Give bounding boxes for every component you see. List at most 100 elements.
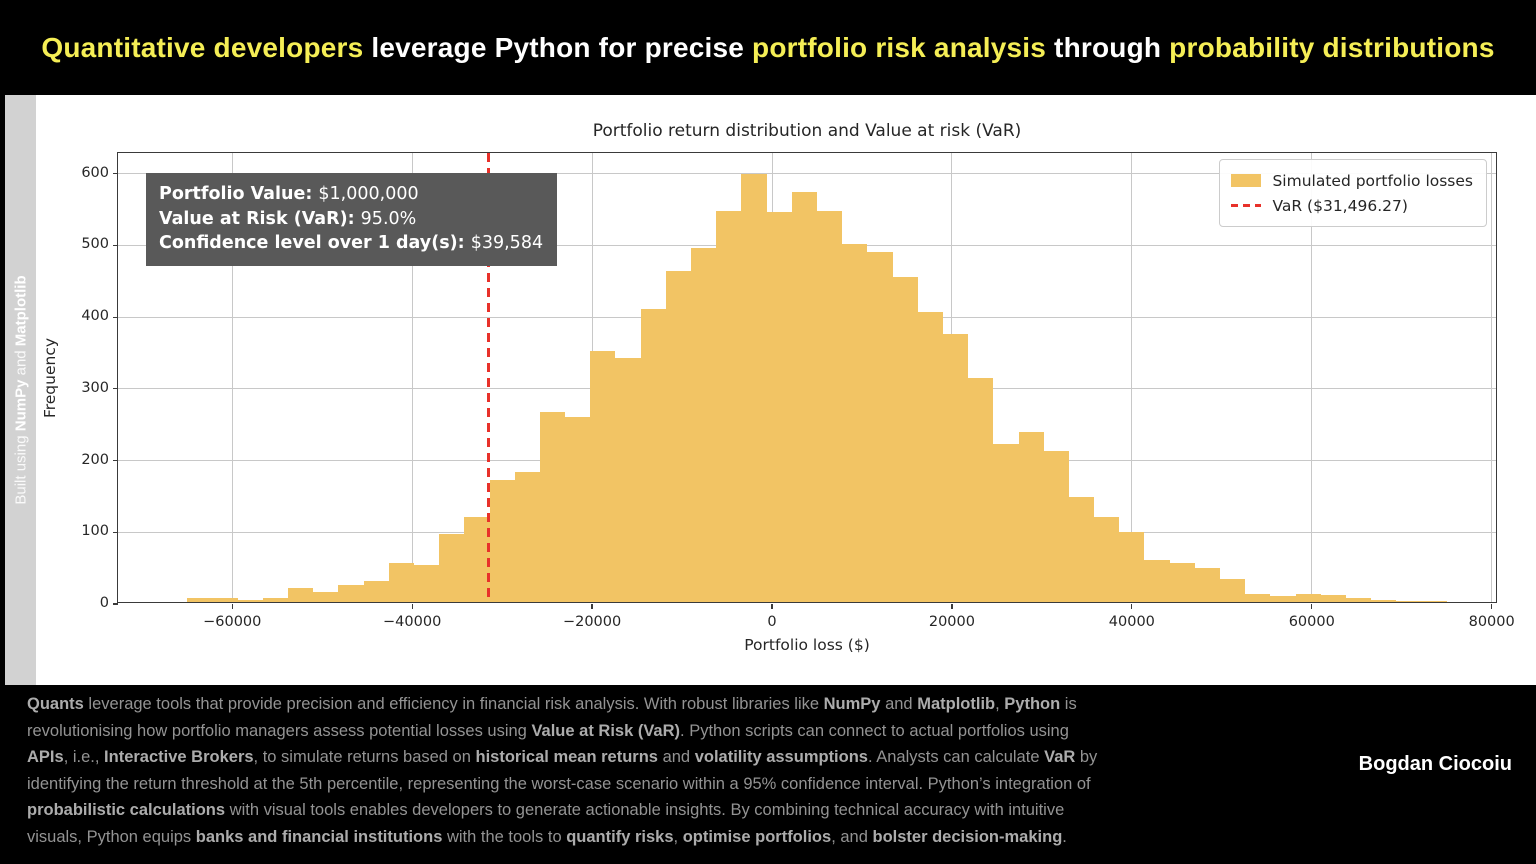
- text-segment: bolster decision-making: [872, 827, 1063, 846]
- histogram-bar: [691, 247, 717, 602]
- text-segment: Matplotlib: [12, 275, 29, 347]
- footer: Quants leverage tools that provide preci…: [0, 685, 1536, 864]
- text-segment: Quantitative developers: [41, 31, 364, 63]
- text-segment: is: [1060, 695, 1077, 713]
- top-banner: Quantitative developers leverage Python …: [0, 0, 1536, 95]
- histogram-bar: [615, 357, 641, 602]
- histogram-bar: [514, 472, 540, 602]
- x-tick-mark: [411, 604, 413, 609]
- x-gridline: [411, 153, 413, 602]
- histogram-bar: [791, 191, 817, 602]
- text-segment: . Python scripts can connect to actual p…: [680, 721, 1069, 740]
- text-segment: Quants: [27, 695, 84, 713]
- histogram-bar: [1144, 560, 1170, 602]
- histogram-bar: [640, 309, 666, 602]
- text-segment: VaR: [1044, 748, 1076, 767]
- histogram-bar: [1018, 432, 1044, 602]
- histogram-bar: [1320, 594, 1346, 602]
- histogram-bar: [1068, 497, 1095, 602]
- annotation-line: Confidence level over 1 day(s): $39,584: [159, 231, 543, 256]
- text-segment: , to simulate returns based on: [253, 748, 476, 767]
- text-segment: with visual tools enables developers to …: [225, 801, 1065, 820]
- histogram-bar: [968, 377, 994, 602]
- footer-line: visuals, Python equips banks and financi…: [27, 824, 1097, 851]
- x-tick-label: 60000: [1288, 614, 1335, 630]
- text-segment: APIs: [27, 748, 64, 767]
- histogram-bar: [464, 517, 490, 602]
- histogram-bar: [565, 417, 591, 602]
- y-tick-mark: [113, 388, 118, 390]
- text-segment: portfolio risk analysis: [752, 31, 1047, 63]
- sidebar-credit-strip: Built using NumPy and Matplotlib: [5, 95, 36, 685]
- histogram-bar: [187, 598, 213, 602]
- histogram-bar: [766, 211, 792, 602]
- text-segment: visuals, Python equips: [27, 827, 196, 846]
- y-gridline: [118, 173, 1496, 175]
- text-segment: Python: [1004, 695, 1061, 713]
- histogram-bar: [1396, 600, 1422, 602]
- annotation-value: $39,584: [470, 233, 544, 253]
- annotation-line: Value at Risk (VaR): 95.0%: [159, 207, 543, 232]
- y-tick-mark: [113, 244, 118, 247]
- histogram-bar: [716, 210, 742, 602]
- text-segment: probabilistic calculations: [27, 801, 226, 820]
- text-segment: NumPy: [12, 379, 29, 432]
- histogram-bar: [1220, 579, 1246, 602]
- x-tick-label: −20000: [562, 614, 622, 630]
- annotation-label: Confidence level over 1 day(s):: [159, 233, 471, 253]
- text-segment: identifying the return threshold at the …: [27, 774, 1091, 793]
- plot-area: −60000 −40000 −20000 0 20000 40000 60000 80000 0…: [81, 152, 1515, 630]
- annotation-line: Portfolio Value: $1,000,000: [159, 182, 543, 207]
- text-segment: ,: [995, 695, 1005, 713]
- histogram-bar: [665, 271, 692, 602]
- x-tick-label: −40000: [383, 614, 442, 630]
- y-tick-mark: [113, 531, 118, 533]
- y-tick-label: 100: [81, 523, 109, 540]
- footer-line: identifying the return threshold at the …: [27, 771, 1097, 798]
- x-tick-mark: [231, 604, 233, 609]
- histogram-bar: [1169, 562, 1195, 602]
- text-segment: NumPy: [823, 695, 881, 713]
- x-gridline: [1131, 153, 1133, 602]
- histogram-bar: [1245, 594, 1271, 602]
- text-segment: historical mean returns: [475, 748, 658, 767]
- y-tick-mark: [113, 173, 118, 175]
- text-segment: , and: [831, 827, 873, 846]
- y-tick-mark: [113, 459, 118, 462]
- author-name: Bogdan Ciocoiu: [1358, 753, 1512, 775]
- x-tick-label: 20000: [928, 614, 975, 630]
- var-annotation-box: Portfolio Value: $1,000,000 Value at Risk…: [146, 173, 558, 266]
- text-segment: quantify risks: [566, 827, 674, 846]
- histogram-bar: [1421, 601, 1447, 602]
- text-segment: , i.e.,: [63, 748, 105, 767]
- text-segment: banks and financial institutions: [195, 827, 443, 846]
- histogram-bar: [590, 351, 616, 602]
- x-tick-mark: [1131, 604, 1133, 609]
- legend-dashed-line-swatch: [1231, 204, 1262, 207]
- histogram-bar: [237, 599, 263, 602]
- x-gridline: [1491, 153, 1493, 602]
- x-tick-label: −60000: [203, 614, 262, 630]
- legend-label: VaR ($31,496.27): [1272, 196, 1408, 215]
- x-gridline: [231, 153, 233, 602]
- x-tick-mark: [951, 604, 953, 609]
- text-segment: through: [1046, 31, 1170, 63]
- histogram-bar: [993, 444, 1019, 602]
- x-gridline: [1311, 153, 1313, 602]
- text-segment: Interactive Brokers: [104, 748, 254, 767]
- histogram-bar: [842, 243, 868, 602]
- x-tick-label: 0: [767, 614, 777, 630]
- histogram-bar: [1295, 594, 1321, 602]
- text-segment: ,: [673, 827, 683, 846]
- text-segment: and: [657, 748, 695, 767]
- histogram-bar: [942, 333, 969, 602]
- histogram-bar: [262, 597, 289, 602]
- histogram-bar: [816, 211, 843, 602]
- annotation-value: 95.0%: [360, 208, 417, 229]
- text-segment: leverage tools that provide precision an…: [83, 695, 824, 713]
- text-segment: . Analysts can calculate: [867, 748, 1045, 767]
- text-segment: probability distributions: [1169, 31, 1495, 63]
- footer-line: Quants leverage tools that provide preci…: [27, 691, 1097, 718]
- histogram-bar: [338, 584, 364, 602]
